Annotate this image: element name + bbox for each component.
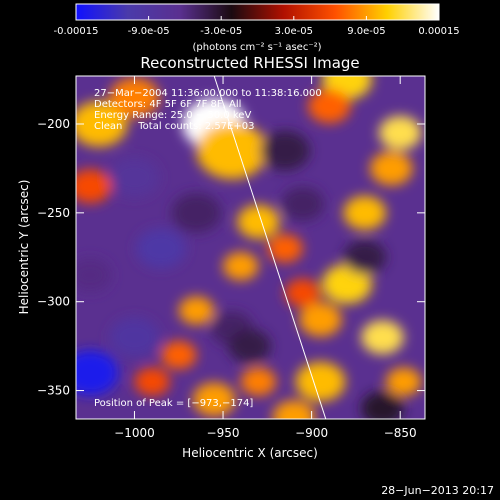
emission-blob: [281, 186, 325, 221]
solar-limb-line: [213, 76, 327, 419]
emission-blob: [228, 329, 271, 364]
annotation-detectors: Detectors: 4F 5F 6F 7F 8F, All: [94, 99, 241, 110]
peak-label: Position of Peak = [−973,−174]: [94, 398, 253, 409]
colorbar-tick-label: 9.0e-05: [347, 26, 385, 37]
emission-blob: [136, 228, 186, 269]
annotation-counts: Clean Total counts: 2.57E+03: [94, 121, 254, 132]
emission-blob: [109, 157, 160, 198]
emission-blob: [343, 195, 387, 230]
plot-frame: [75, 75, 426, 420]
emission-blob: [240, 367, 277, 396]
emission-blob: [171, 193, 222, 233]
emission-blob: [76, 101, 128, 147]
x-tick-label: −950: [207, 426, 240, 440]
emission-blob: [192, 382, 236, 417]
emission-blob: [109, 317, 160, 358]
emission-blob: [223, 251, 259, 281]
colorbar: -0.00015 -9.0e-05 -3.0e-05 3.0e-05 9.0e-05 0.…: [54, 3, 460, 53]
emission-blob: [134, 367, 170, 396]
emission-blob: [76, 350, 119, 396]
colorbar-tick-label: -9.0e-05: [128, 26, 170, 37]
emission-blob: [267, 234, 303, 263]
x-tick-label: −850: [384, 426, 417, 440]
chart-title: Reconstructed RHESSI Image: [140, 54, 359, 72]
y-tick-label: −350: [37, 384, 70, 398]
axis-ticks: −1000 −950 −900 −850 −200 −250 −300 −350: [37, 76, 425, 440]
annotation-time: 27−Mar−2004 11:36:00.000 to 11:38:16.000: [94, 88, 322, 99]
colorbar-gradient: [75, 3, 440, 21]
emission-blob: [308, 89, 351, 124]
emission-blobs: [76, 76, 422, 419]
emission-blob: [196, 122, 268, 179]
emission-blob: [322, 264, 372, 304]
plot-area: [76, 76, 425, 419]
emission-blob: [178, 296, 215, 325]
emission-blob: [343, 240, 387, 275]
colorbar-tick-label: -0.00015: [54, 26, 99, 37]
y-tick-label: −300: [37, 295, 70, 309]
emission-blob: [386, 367, 422, 396]
x-tick-label: −1000: [114, 426, 155, 440]
colorbar-ticks: -0.00015 -9.0e-05 -3.0e-05 3.0e-05 9.0e-05 0.…: [54, 16, 460, 37]
emission-blob: [378, 115, 422, 150]
emission-blob: [76, 258, 112, 293]
emission-blob: [361, 391, 404, 419]
emission-blob: [109, 77, 160, 118]
emission-blob: [285, 278, 321, 307]
emission-blob: [260, 130, 310, 171]
x-tick-label: −900: [295, 426, 328, 440]
emission-blob: [237, 204, 280, 239]
date-stamp: 28−Jun−2013 20:17: [381, 484, 494, 497]
emission-blob: [272, 400, 316, 419]
colorbar-units: (photons cm⁻² s⁻¹ asec⁻²): [192, 42, 321, 53]
y-tick-label: −250: [37, 206, 70, 220]
emission-blob: [295, 361, 346, 402]
colorbar-tick-label: 3.0e-05: [275, 26, 313, 37]
y-tick-label: −200: [37, 117, 70, 131]
x-axis-label: Heliocentric X (arcsec): [182, 446, 318, 460]
emission-blob: [161, 340, 197, 370]
emission-blob: [361, 320, 404, 355]
annotation-energy: Energy Range: 25.0 − 50.0 keV: [94, 110, 251, 121]
colorbar-tick-label: 0.00015: [418, 26, 459, 37]
annotation-block: 27−Mar−2004 11:36:00.000 to 11:38:16.000…: [94, 88, 322, 132]
emission-blob: [299, 302, 342, 337]
colorbar-tick-label: -3.0e-05: [200, 26, 242, 37]
y-axis-label: Heliocentric Y (arcsec): [17, 180, 31, 315]
emission-blob: [370, 151, 413, 186]
emission-blob: [76, 169, 112, 204]
